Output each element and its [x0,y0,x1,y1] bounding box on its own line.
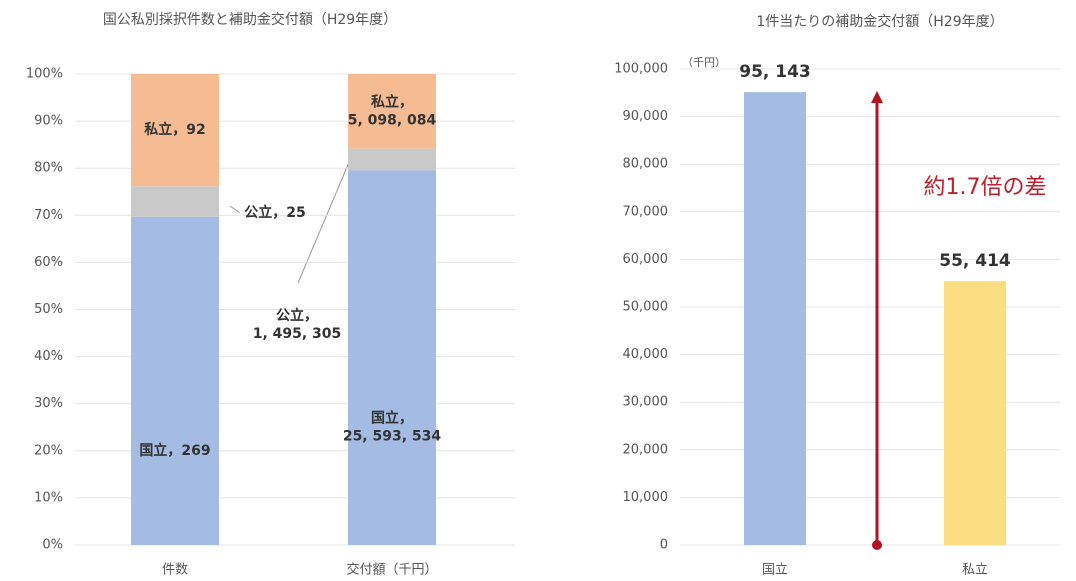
bar [744,92,806,545]
y-tick-label: 100% [26,67,63,82]
y-tick-label: 80% [34,161,63,176]
data-label: 公立， 1, 495, 305 [253,307,342,342]
bar-segment [131,216,219,545]
y-tick-label: 20% [34,443,63,458]
annotation: 約1.7倍の差 [924,175,1047,200]
data-label: 55, 414 [939,251,1011,271]
chart-title: 1件当たりの補助金交付額（H29年度） [756,13,1003,30]
y-tick-label: 30,000 [623,395,669,410]
y-tick-label: 90% [34,114,63,129]
y-tick-label: 10% [34,490,63,505]
data-label: 95, 143 [739,62,811,82]
y-tick-label: 50% [34,302,63,317]
bar-segment [348,148,436,171]
bar-segment [131,186,219,217]
x-tick-label: 私立 [962,563,988,578]
y-tick-label: 0% [42,538,63,553]
y-tick-label: 60,000 [623,252,669,267]
y-tick-label: 30% [34,396,63,411]
y-tick-label: 50,000 [623,300,669,315]
x-tick-label: 交付額（千円） [346,562,437,578]
y-tick-label: 20,000 [623,442,669,457]
arrow-dot [872,540,882,550]
data-label: 国立，269 [139,442,210,459]
y-tick-label: 60% [34,255,63,270]
y-tick-label: 100,000 [614,62,668,77]
unit-label: （千円） [682,56,726,69]
chart-title: 国公私別採択件数と補助金交付額（H29年度） [103,11,397,28]
bar-segment [348,74,436,149]
bar-segment [131,74,219,187]
y-tick-label: 0 [660,538,668,553]
y-tick-label: 80,000 [623,157,669,172]
arrow-head [871,91,883,103]
data-label: 私立， 5, 098, 084 [348,93,437,128]
bar [944,281,1006,545]
x-tick-label: 件数 [162,563,188,578]
leader-line [229,205,241,214]
bar-segment [348,170,436,545]
y-tick-label: 70% [34,208,63,223]
y-tick-label: 40,000 [623,347,669,362]
y-tick-label: 40% [34,349,63,364]
data-label: 公立，25 [244,204,305,221]
data-label: 国立， 25, 593, 534 [343,410,442,445]
x-tick-label: 国立 [762,563,788,578]
leader-line [297,159,351,284]
y-tick-label: 90,000 [623,109,669,124]
y-tick-label: 70,000 [623,204,669,219]
y-tick-label: 10,000 [623,490,669,505]
data-label: 私立，92 [144,121,205,138]
